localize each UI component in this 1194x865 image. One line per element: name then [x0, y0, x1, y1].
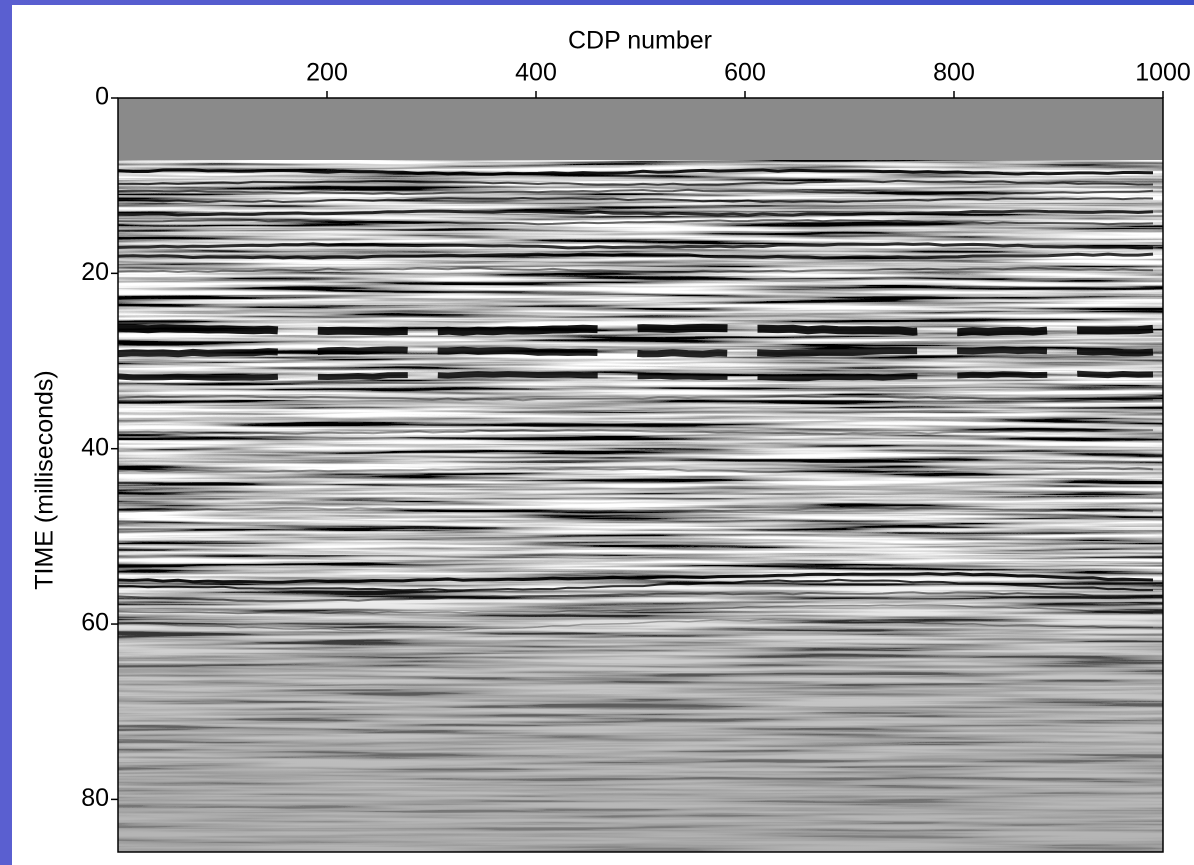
x-tick-label: 1000 [1135, 59, 1191, 87]
reflector [118, 370, 1154, 382]
reflector [118, 591, 1154, 603]
reflector [118, 571, 1154, 584]
reflector [118, 218, 1154, 226]
reflector [118, 323, 1154, 337]
image-fade [118, 570, 1163, 852]
x-axis-label: CDP number [568, 27, 712, 55]
reflector [118, 266, 1154, 274]
reflector [118, 242, 1154, 250]
reflector [118, 168, 1154, 176]
y-tick-label: 40 [81, 433, 109, 461]
reflector [118, 394, 1154, 402]
reflectors [118, 168, 1154, 632]
reflector [118, 252, 1154, 260]
y-tick-label: 80 [81, 784, 109, 812]
x-tick-label: 600 [724, 59, 766, 87]
reflector [118, 506, 1154, 514]
reflector [118, 188, 1154, 196]
seismic-image [118, 98, 1163, 852]
x-tick-label: 800 [933, 59, 975, 87]
water-band [118, 98, 1163, 160]
reflector [118, 578, 1153, 592]
y-tick-label: 0 [95, 83, 109, 111]
y-axis-label: TIME (milliseconds) [31, 370, 59, 589]
x-tick-label: 200 [306, 59, 348, 87]
reflector [118, 346, 1154, 358]
reflector [118, 618, 1154, 632]
reflector [118, 429, 1154, 436]
y-tick-label: 60 [81, 609, 109, 637]
reflector [118, 209, 1154, 217]
reflector [118, 179, 1154, 186]
plot-frame [117, 97, 1164, 853]
reflector [118, 196, 1154, 204]
reflector [118, 466, 1154, 474]
reflector [118, 604, 1154, 615]
y-tick-label: 20 [81, 258, 109, 286]
x-tick-label: 400 [515, 59, 557, 87]
